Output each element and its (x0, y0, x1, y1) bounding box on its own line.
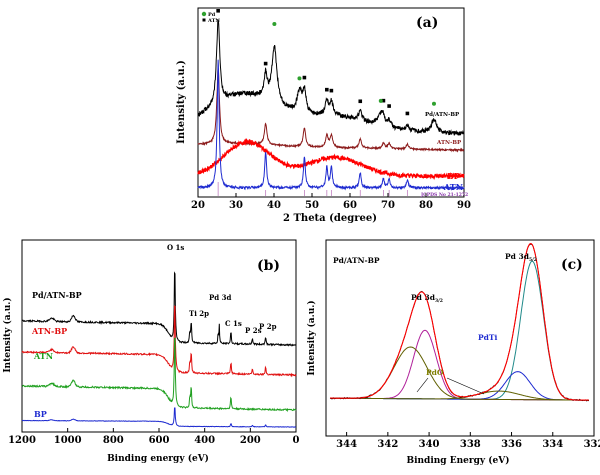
c-pd-3d32-fit (330, 329, 589, 401)
series-label-atn-bp: ATN-BP (436, 140, 461, 146)
c-tick-label-338: 338 (460, 439, 481, 450)
atn-peak-marker (381, 98, 386, 103)
a-tick-label-40: 40 (267, 200, 281, 211)
annotation-pd3d32: Pd 3d3/2 (411, 293, 443, 304)
a-tick-label-70: 70 (381, 200, 395, 211)
c-tick-label-340: 340 (419, 439, 440, 450)
a-series-line-pd-atn-bp (197, 18, 465, 136)
c-pdo-fit-1 (330, 390, 589, 401)
annotation-pd3d52: Pd 3d5/2 (505, 252, 537, 263)
a-series-line-atn-bp (197, 68, 465, 153)
pdo-pointer-right (446, 377, 485, 395)
c-pd-3d52-fit (330, 260, 589, 401)
b-tick-label-800: 800 (103, 435, 124, 446)
b-tick-label-400: 400 (194, 435, 215, 446)
series-label-b-bp: BP (34, 409, 47, 419)
pd-peak-marker (378, 98, 383, 103)
c-tick-label-342: 342 (377, 439, 398, 450)
panel-c-series (329, 243, 590, 402)
a-tick-label-50: 50 (305, 200, 319, 211)
series-label-pd-atn-bp: Pd/ATN-BP (425, 112, 459, 118)
panel-b-series (21, 271, 297, 428)
panel-c: 344 342 340 338 336 334 332 (c) Pd/ATN-BP Pd 3… (306, 239, 600, 466)
a-tick-label-20: 20 (191, 200, 205, 211)
c-tick-label-332: 332 (584, 439, 600, 450)
panel-a-reference-lines (217, 182, 408, 196)
panel-c-x-ticks: 344 342 340 338 336 334 332 (336, 432, 600, 450)
b-series-line-pd-atn-bp (21, 271, 297, 347)
panel-b-x-axis-label: Binding energy (eV) (107, 453, 209, 464)
annotation-ti2p: Ti 2p (189, 309, 209, 318)
c-experimental-line (329, 244, 590, 402)
b-tick-label-1200: 1200 (8, 435, 36, 446)
panel-c-y-axis-label: Intensity (a.u.) (306, 300, 317, 375)
annotation-o1s: O 1s (167, 243, 184, 252)
b-series-line-atn-bp (21, 305, 297, 378)
panel-c-label: (c) (561, 257, 583, 273)
b-series-line-atn (21, 337, 297, 413)
atn-peak-marker (329, 88, 334, 93)
panel-b-x-ticks: 1200 1000 800 600 400 200 0 (8, 428, 300, 446)
reference-label: JCPDS No 21-1272 (420, 192, 468, 198)
panel-a-y-axis-label: Intensity (a.u.) (176, 60, 187, 144)
c-envelope-fit (330, 243, 589, 401)
panel-a-series (197, 18, 465, 191)
atn-peak-marker (387, 104, 391, 108)
a-tick-label-60: 60 (343, 200, 357, 211)
atn-peak-marker (325, 87, 329, 92)
b-series-line-bp (21, 407, 296, 428)
series-label-bp: BP (447, 171, 460, 181)
annotation-pdti: PdTi (478, 333, 497, 342)
panel-c-x-axis-label: Binding Energy (eV) (406, 455, 509, 466)
pd-legend-marker (201, 11, 207, 17)
b-tick-label-0: 0 (293, 435, 300, 446)
panel-b-label: (b) (257, 258, 280, 274)
atn-peak-marker (405, 111, 410, 116)
a-tick-label-30: 30 (229, 200, 243, 211)
series-label-b-atn-bp: ATN-BP (31, 326, 67, 336)
annotation-pd3d: Pd 3d (209, 293, 231, 302)
panel-a-x-axis-label: 2 Theta (degree) (283, 213, 377, 224)
panel-c-frame (325, 239, 595, 437)
pd-peak-marker (431, 101, 436, 106)
panel-b-frame (21, 239, 297, 433)
a-series-line-atn (197, 59, 465, 191)
a-tick-label-80: 80 (419, 200, 433, 211)
panel-a-peak-markers (216, 9, 436, 116)
annotation-p2s: P 2s (245, 326, 262, 335)
atn-legend-marker (202, 18, 206, 22)
series-label-b-atn: ATN (33, 351, 53, 361)
atn-peak-marker (216, 9, 220, 13)
panel-a: 20 30 40 50 60 70 80 90 (a) Pd ATN Pd/ATN-BP AT… (176, 7, 471, 224)
b-tick-label-200: 200 (240, 435, 261, 446)
series-label-b-pd-atn-bp: Pd/ATN-BP (32, 290, 82, 300)
panel-b: 1200 1000 800 600 400 200 0 (b) Pd/ATN-BP ATN-… (2, 239, 300, 464)
legend-atn: ATN (207, 18, 220, 24)
pd-peak-marker (297, 76, 302, 81)
series-label-atn: ATN (443, 182, 463, 192)
annotation-pdo: PdO (426, 368, 444, 377)
a-tick-label-90: 90 (457, 200, 471, 211)
panel-a-x-ticks: 20 30 40 50 60 70 80 90 (191, 193, 471, 211)
pd-peak-marker (272, 22, 277, 26)
panel-a-label: (a) (416, 15, 438, 31)
b-tick-label-600: 600 (149, 435, 170, 446)
panel-b-y-axis-label: Intensity (a.u.) (2, 297, 13, 372)
legend-pd: Pd (208, 12, 216, 18)
b-tick-label-1000: 1000 (54, 435, 82, 446)
atn-peak-marker (358, 99, 363, 104)
c-tick-label-336: 336 (501, 439, 522, 450)
atn-peak-marker (302, 75, 307, 80)
c-tick-label-334: 334 (542, 439, 563, 450)
pdo-pointer-left (416, 377, 429, 393)
annotation-c1s: C 1s (225, 319, 242, 328)
atn-peak-marker (263, 61, 268, 66)
annotation-p2p: P 2p (259, 322, 277, 331)
a-series-line-bp (197, 137, 465, 181)
panel-a-frame (197, 7, 465, 198)
c-tick-label-344: 344 (336, 439, 357, 450)
panel-c-title: Pd/ATN-BP (333, 256, 380, 265)
